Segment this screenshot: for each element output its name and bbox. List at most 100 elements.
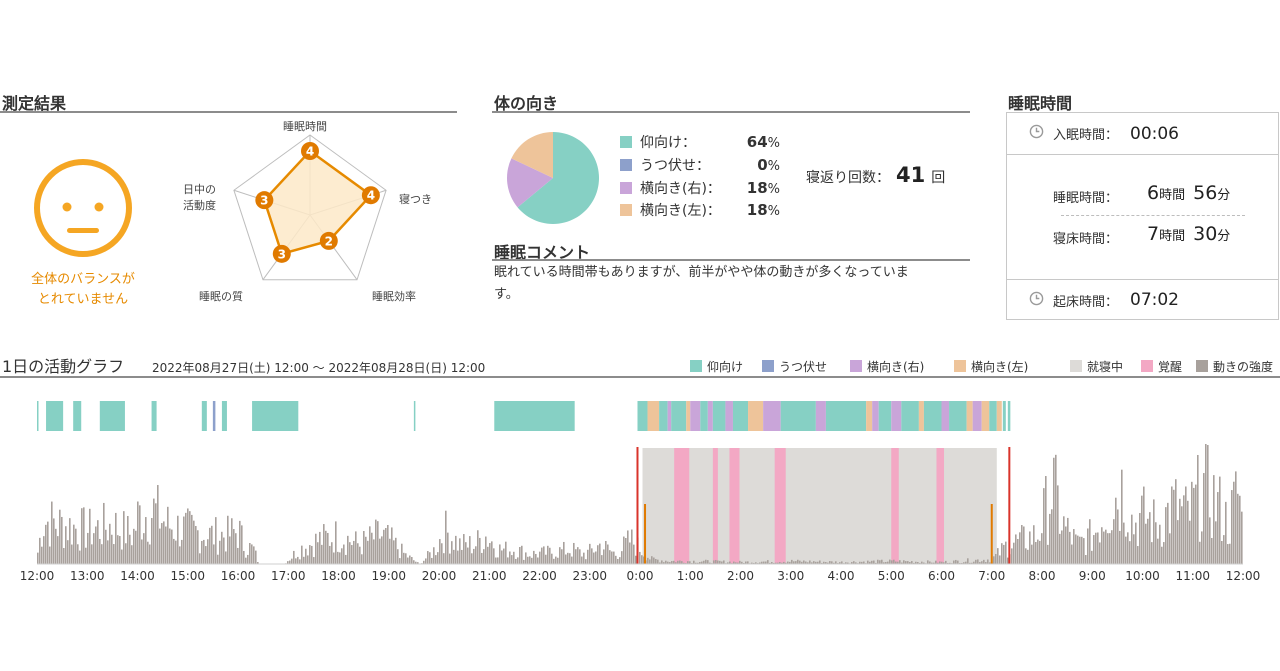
movement-bar xyxy=(1149,512,1151,564)
legend-prone-label: うつ伏せ xyxy=(779,359,828,374)
movement-bar xyxy=(729,561,731,564)
movement-bar xyxy=(529,556,531,564)
movement-bar xyxy=(507,557,509,564)
turnover-label: 寝返り回数： xyxy=(806,170,890,186)
movement-bar xyxy=(361,554,363,564)
radar-label-sleep-efficiency: 睡眠効率 xyxy=(372,290,416,303)
posture-segment xyxy=(659,401,668,431)
movement-bar xyxy=(813,561,815,564)
posture-segment xyxy=(647,401,660,431)
posture-segment xyxy=(780,401,816,431)
movement-bar xyxy=(357,543,359,564)
movement-bar xyxy=(995,553,997,564)
movement-bar xyxy=(401,543,403,564)
posture-segment xyxy=(981,401,990,431)
movement-bar xyxy=(115,512,117,564)
movement-bar xyxy=(547,545,549,564)
movement-bar xyxy=(525,552,527,564)
radar-score-point xyxy=(272,244,291,263)
movement-bar xyxy=(1031,544,1033,564)
movement-bar xyxy=(591,548,593,564)
posture-segment xyxy=(918,401,924,431)
movement-bar xyxy=(491,541,493,564)
time-tick-label: 5:00 xyxy=(878,569,905,583)
posture-segment xyxy=(73,401,82,431)
movement-bar xyxy=(1195,484,1197,564)
movement-bar xyxy=(1107,533,1109,564)
movement-bar xyxy=(237,547,239,564)
activity-date-range: 2022年08月27日(土) 12:00 〜 2022年08月28日(日) 12… xyxy=(152,361,486,375)
movement-bar xyxy=(375,519,377,564)
movement-bar xyxy=(1117,509,1119,564)
awake-segment xyxy=(674,448,690,564)
movement-bar xyxy=(443,553,445,564)
movement-bar xyxy=(747,561,749,564)
movement-bar xyxy=(157,485,159,564)
movement-bar xyxy=(475,546,477,564)
movement-bar xyxy=(363,531,365,564)
movement-bar xyxy=(183,516,185,564)
movement-bar xyxy=(63,548,65,564)
movement-bar xyxy=(1109,533,1111,564)
movement-bar xyxy=(997,548,999,564)
movement-bar xyxy=(425,558,427,564)
movement-bar xyxy=(649,559,651,564)
movement-bar xyxy=(1153,499,1155,564)
movement-bar xyxy=(207,539,209,564)
activity-title-rule xyxy=(0,376,1280,378)
movement-bar xyxy=(589,543,591,564)
movement-bar xyxy=(561,549,563,564)
movement-bar xyxy=(409,555,411,564)
movement-bar xyxy=(471,553,473,564)
time-tick-label: 9:00 xyxy=(1079,569,1106,583)
prone-label: うつ伏せ： xyxy=(640,158,710,174)
right-side-label: 横向き(右)： xyxy=(640,181,721,197)
movement-bar xyxy=(369,526,371,564)
movement-bar xyxy=(841,561,843,564)
movement-bar xyxy=(765,561,767,564)
movement-bar xyxy=(349,542,351,564)
movement-bar xyxy=(799,560,801,564)
time-tick-label: 16:00 xyxy=(221,569,256,583)
movement-bar xyxy=(345,554,347,564)
movement-bar xyxy=(319,531,321,564)
posture-segment xyxy=(872,401,879,431)
movement-bar xyxy=(251,544,253,564)
movement-bar xyxy=(195,525,197,564)
movement-bar xyxy=(581,556,583,564)
movement-bar xyxy=(129,534,131,564)
movement-bar xyxy=(981,561,983,564)
movement-bar xyxy=(169,528,171,564)
movement-bar xyxy=(1029,531,1031,564)
movement-bar xyxy=(163,521,165,564)
movement-bar xyxy=(141,539,143,564)
movement-bar xyxy=(921,561,923,564)
legend-intensity: 動きの強度 xyxy=(1196,358,1273,374)
movement-bar xyxy=(777,562,779,564)
movement-bar xyxy=(875,562,877,564)
movement-bar xyxy=(449,553,451,564)
radar-score-label: 4 xyxy=(306,145,314,159)
movement-bar xyxy=(247,554,249,564)
movement-bar xyxy=(1055,454,1057,564)
movement-bar xyxy=(651,556,653,564)
movement-bar xyxy=(1043,488,1045,564)
movement-bar xyxy=(613,551,615,564)
movement-bar xyxy=(297,556,299,564)
turnover-count-row: 寝返り回数： 41 回 xyxy=(806,163,945,187)
in-bed-label: 寝床時間： xyxy=(1053,232,1119,247)
movement-bar xyxy=(687,561,689,564)
pie-slice xyxy=(507,158,553,208)
radar-label-sleep-quality: 睡眠の質 xyxy=(199,290,243,303)
movement-bar xyxy=(225,551,227,564)
movement-bar xyxy=(53,518,55,564)
movement-bar xyxy=(795,561,797,564)
movement-bar xyxy=(151,518,153,564)
movement-bar xyxy=(1227,544,1229,564)
movement-bar xyxy=(681,561,683,564)
movement-bar xyxy=(489,543,491,564)
movement-bar xyxy=(1221,541,1223,564)
movement-bar xyxy=(879,560,881,564)
movement-bar xyxy=(1093,535,1095,564)
movement-bar xyxy=(545,554,547,564)
